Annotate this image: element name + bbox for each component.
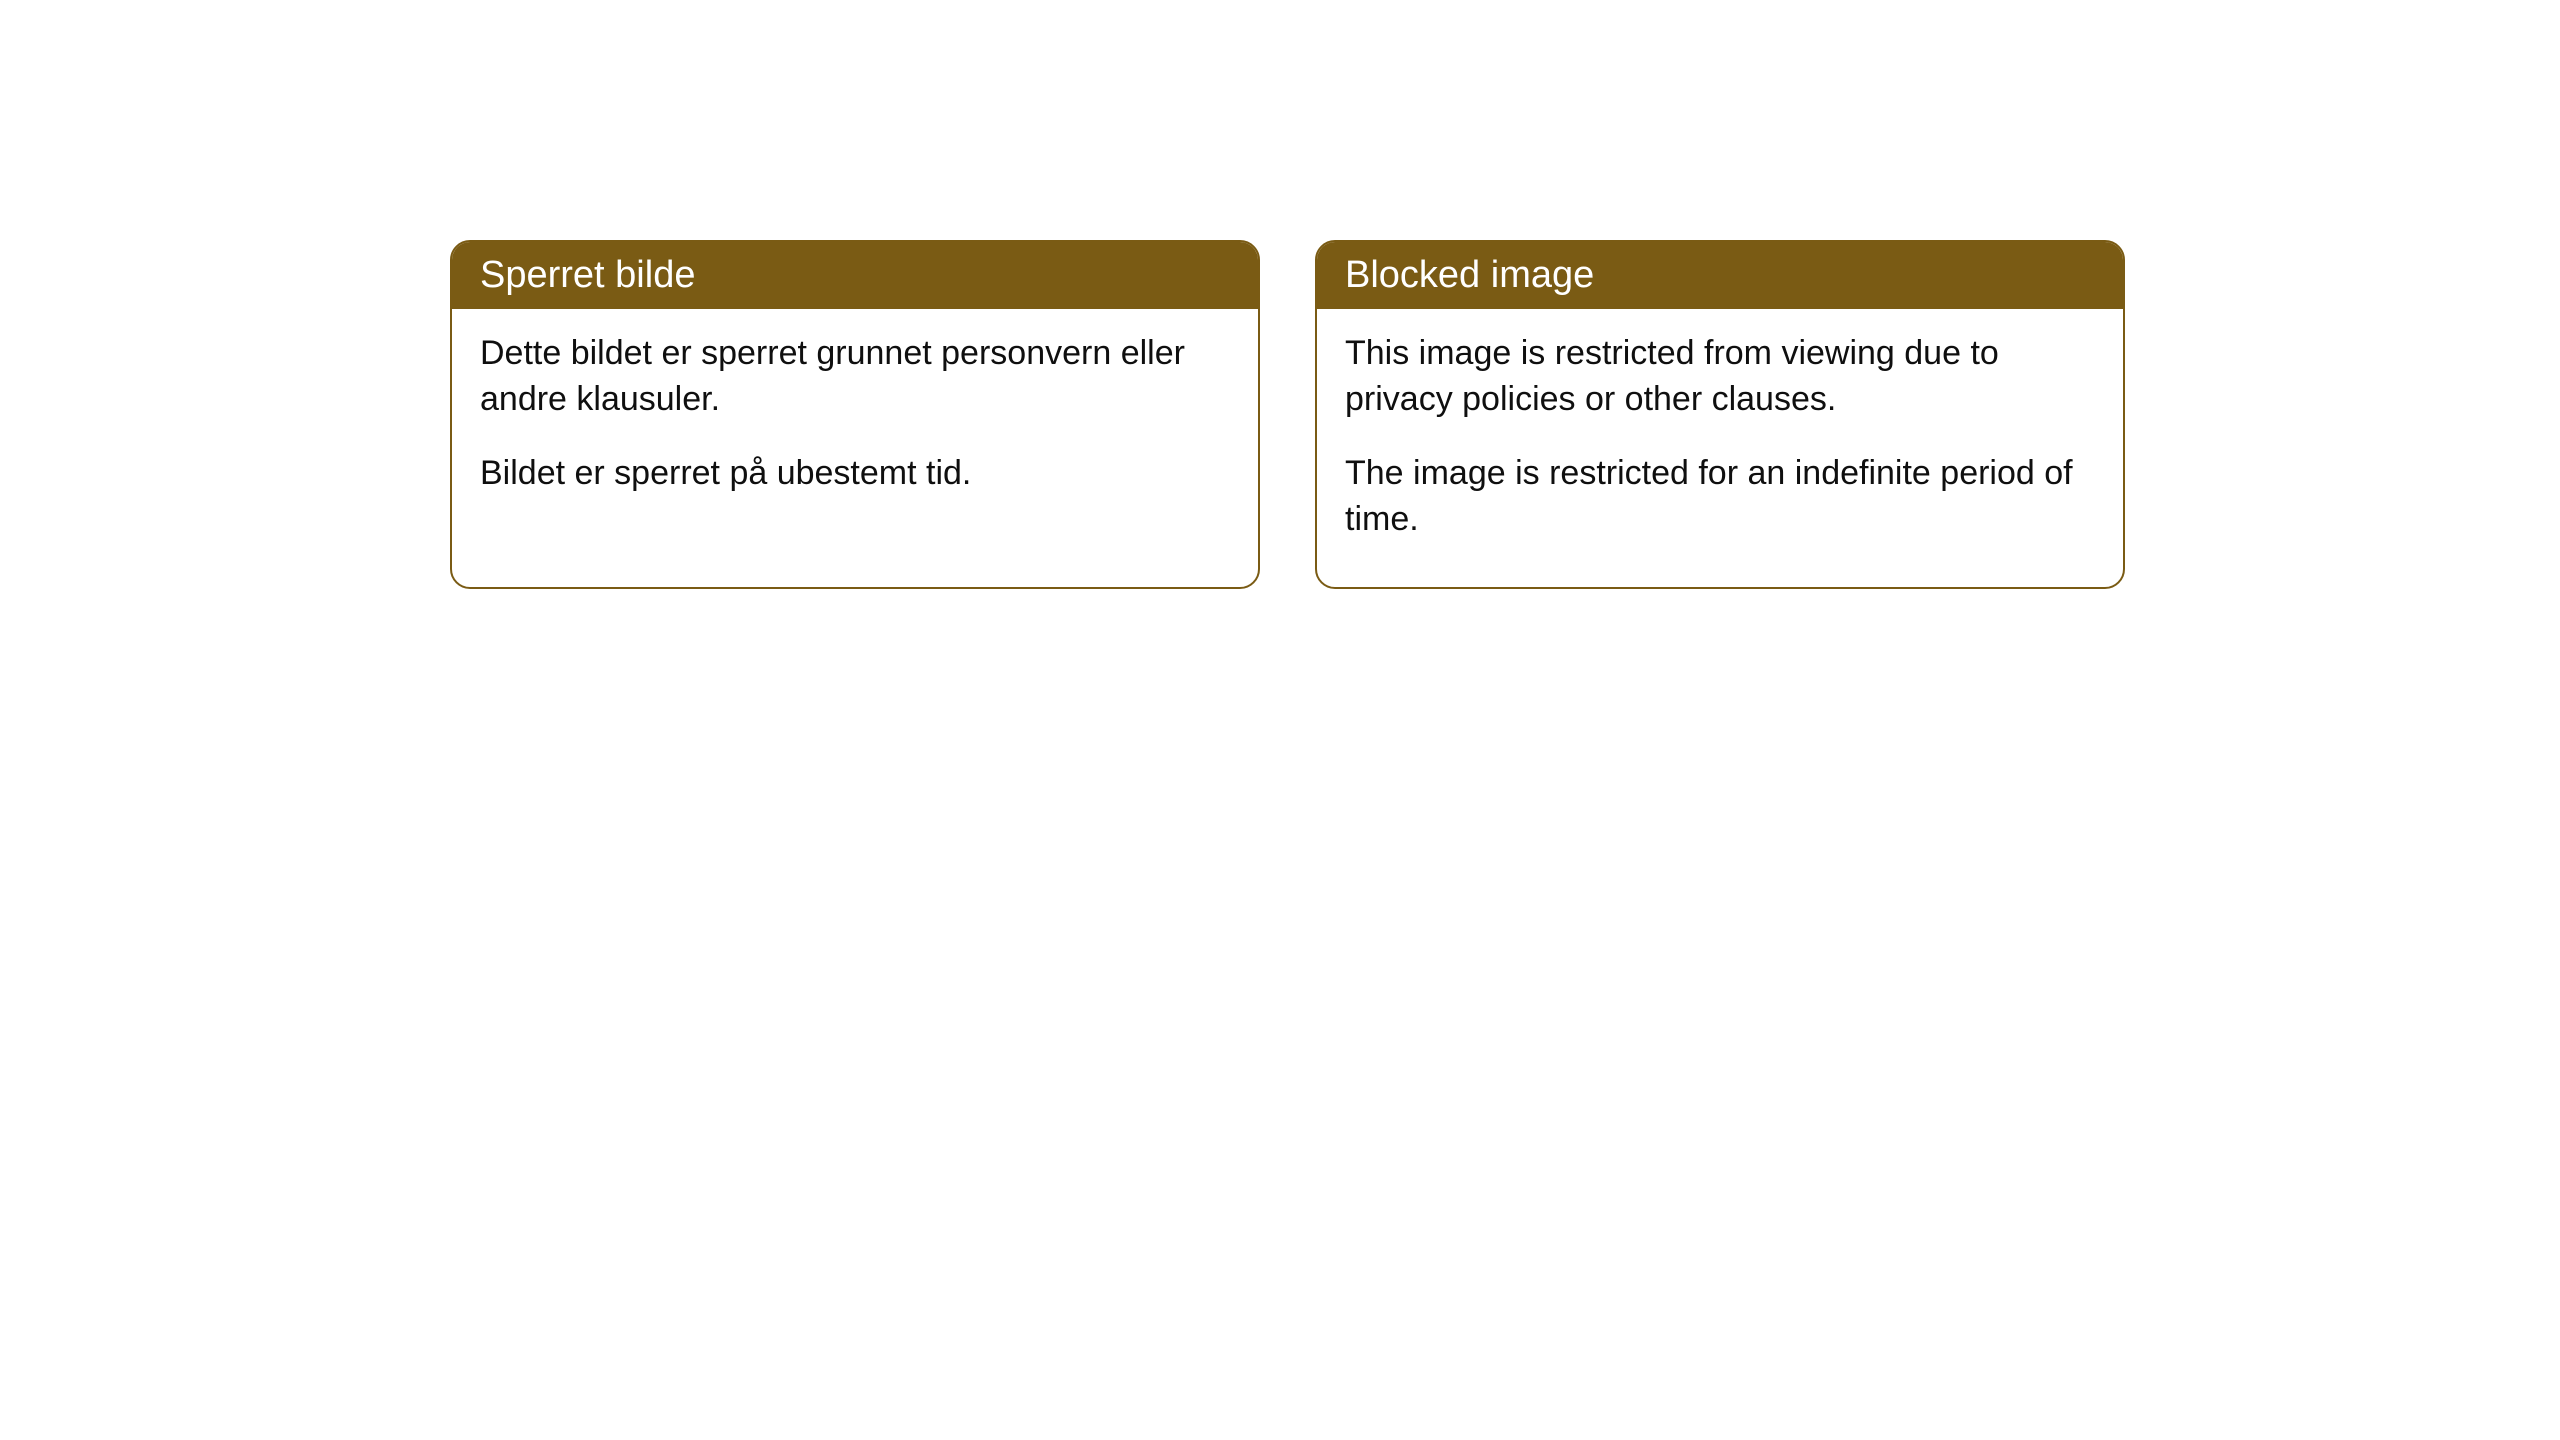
card-header: Blocked image	[1317, 242, 2123, 309]
card-paragraph: Bildet er sperret på ubestemt tid.	[480, 451, 1230, 497]
blocked-image-card-no: Sperret bilde Dette bildet er sperret gr…	[450, 240, 1260, 589]
card-container: Sperret bilde Dette bildet er sperret gr…	[0, 0, 2560, 589]
card-title: Blocked image	[1345, 254, 1594, 296]
card-title: Sperret bilde	[480, 254, 695, 296]
card-body: Dette bildet er sperret grunnet personve…	[452, 309, 1258, 541]
card-paragraph: This image is restricted from viewing du…	[1345, 331, 2095, 423]
blocked-image-card-en: Blocked image This image is restricted f…	[1315, 240, 2125, 589]
card-header: Sperret bilde	[452, 242, 1258, 309]
card-paragraph: The image is restricted for an indefinit…	[1345, 451, 2095, 543]
card-body: This image is restricted from viewing du…	[1317, 309, 2123, 587]
card-paragraph: Dette bildet er sperret grunnet personve…	[480, 331, 1230, 423]
